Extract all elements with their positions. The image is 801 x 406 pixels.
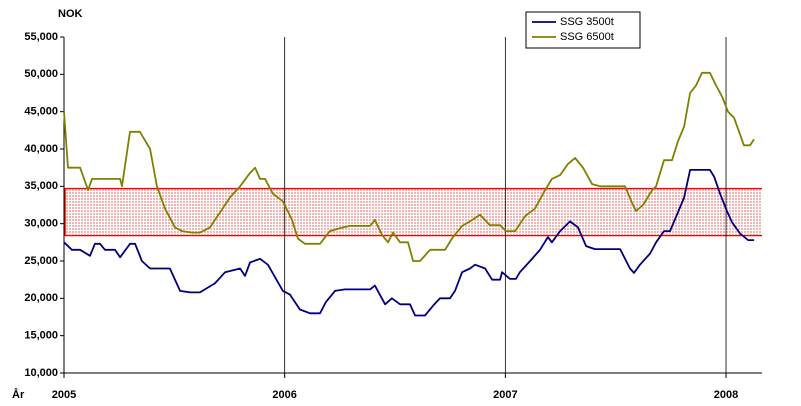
legend-box (525, 11, 641, 49)
x-tick-label: 2007 (493, 389, 517, 401)
y-tick-label: 50,000 (24, 68, 58, 80)
y-tick-label: 10,000 (24, 367, 58, 379)
y-tick-label: 55,000 (24, 31, 58, 43)
range-band (64, 188, 762, 236)
x-axis-label: År (12, 388, 25, 401)
y-tick-label: 15,000 (24, 330, 58, 342)
x-tick-label: 2005 (52, 389, 76, 401)
series-line (63, 71, 755, 262)
x-tick-label: 2008 (714, 389, 738, 401)
y-tick-label: 40,000 (24, 143, 58, 155)
legend-label: SSG 6500t (560, 31, 614, 43)
y-tick-label: 20,000 (24, 292, 58, 304)
y-tick-label: 25,000 (24, 255, 58, 267)
x-tick-label: 2006 (272, 389, 296, 401)
series-line (63, 169, 755, 317)
y-tick-label: 35,000 (24, 180, 58, 192)
y-axis-label: NOK (58, 8, 83, 20)
y-tick-label: 45,000 (24, 106, 58, 118)
y-tick-label: 30,000 (24, 218, 58, 230)
legend-label: SSG 3500t (560, 16, 614, 28)
